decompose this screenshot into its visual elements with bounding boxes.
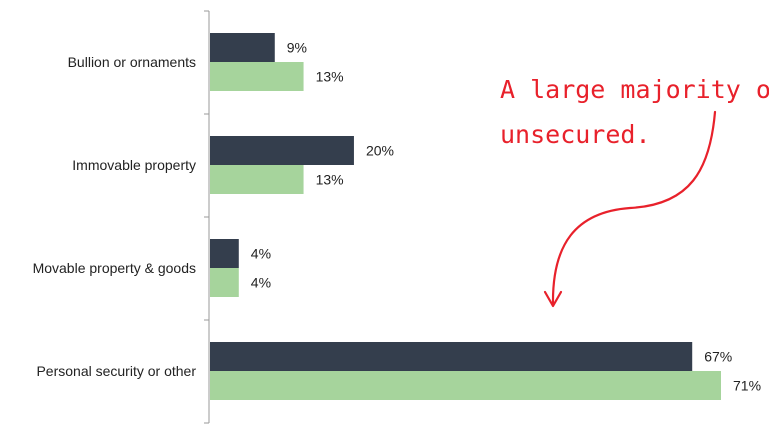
bar-series-1 (210, 33, 275, 62)
data-label: 13% (316, 172, 344, 188)
annotation-arrowhead-icon (543, 290, 563, 308)
category-label: Movable property & goods (33, 260, 196, 276)
data-label: 71% (733, 378, 761, 394)
bar-series-2 (210, 268, 239, 297)
annotation-line-1: A large majority of (500, 75, 769, 104)
category-label: Immovable property (72, 157, 196, 173)
labels-layer: Bullion or ornaments 9% 13% Immovable prope… (33, 40, 761, 394)
data-label: 9% (287, 40, 307, 56)
category-label: Bullion or ornaments (68, 54, 196, 70)
bar-series-1 (210, 342, 693, 371)
annotation-layer: A large majority of unsecured. (500, 75, 769, 308)
bar-series-2 (210, 371, 721, 400)
bar-series-2 (210, 62, 304, 91)
bar-series-1 (210, 239, 239, 268)
bar-series-2 (210, 165, 304, 194)
data-label: 13% (316, 69, 344, 85)
data-label: 20% (366, 143, 394, 159)
bars-layer (210, 33, 721, 400)
annotation-arrow-curve (551, 110, 717, 307)
bar-series-1 (210, 136, 354, 165)
data-label: 4% (251, 246, 271, 262)
axis-layer (204, 10, 210, 424)
data-label: 67% (704, 349, 732, 365)
annotation-line-2: unsecured. (500, 120, 651, 149)
data-label: 4% (251, 275, 271, 291)
category-label: Personal security or other (36, 363, 196, 379)
